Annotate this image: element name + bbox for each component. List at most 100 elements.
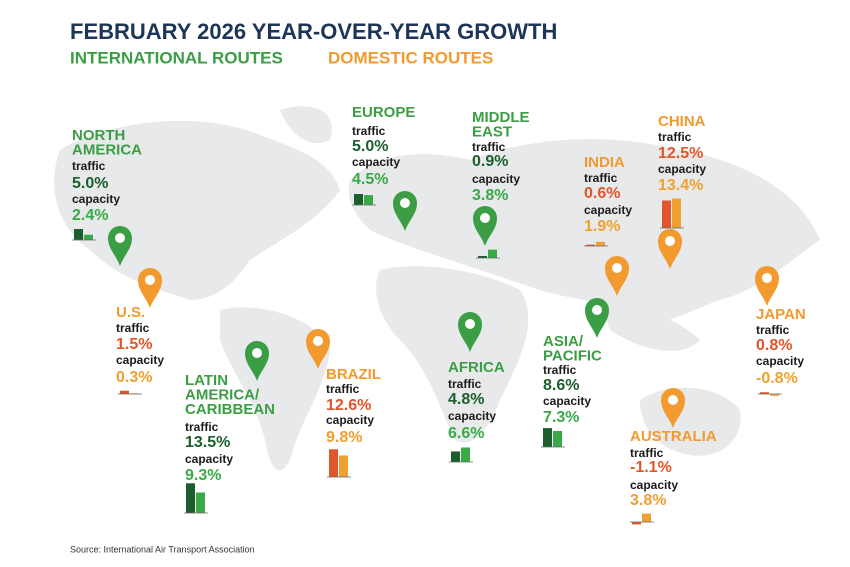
capacity-label: capacity bbox=[543, 394, 591, 408]
pin-hole bbox=[480, 213, 490, 223]
capacity-bar bbox=[84, 234, 93, 240]
region-name: AUSTRALIA bbox=[630, 428, 717, 445]
traffic-bar bbox=[451, 451, 460, 462]
capacity-label: capacity bbox=[72, 192, 120, 206]
traffic-value: 5.0% bbox=[352, 138, 388, 155]
region-name: BRAZIL bbox=[326, 366, 381, 383]
traffic-bar bbox=[760, 392, 769, 394]
location-pin bbox=[393, 191, 417, 231]
traffic-value: 1.5% bbox=[116, 336, 152, 353]
traffic-label: traffic bbox=[756, 323, 790, 337]
pin-hole bbox=[668, 395, 678, 405]
region-name: AMERICA bbox=[72, 141, 142, 158]
traffic-value: 4.8% bbox=[448, 391, 484, 408]
traffic-label: traffic bbox=[658, 130, 692, 144]
traffic-bar bbox=[632, 522, 641, 525]
traffic-label: traffic bbox=[326, 382, 360, 396]
region-name: PACIFIC bbox=[543, 347, 602, 364]
capacity-bar bbox=[596, 241, 605, 246]
region-name: JAPAN bbox=[756, 306, 806, 323]
traffic-bar bbox=[543, 428, 552, 447]
capacity-bar bbox=[488, 249, 497, 258]
capacity-value: 6.6% bbox=[448, 425, 484, 442]
traffic-bar bbox=[74, 229, 83, 240]
location-pin bbox=[306, 329, 330, 369]
capacity-value: -0.8% bbox=[756, 370, 798, 387]
capacity-label: capacity bbox=[326, 413, 374, 427]
region-name: MIDDLE bbox=[472, 109, 530, 126]
region-name: CARIBBEAN bbox=[185, 401, 275, 418]
traffic-value: 0.8% bbox=[756, 337, 792, 354]
traffic-bar bbox=[662, 200, 671, 228]
capacity-value: 9.8% bbox=[326, 429, 362, 446]
pin-hole bbox=[313, 336, 323, 346]
capacity-label: capacity bbox=[584, 203, 632, 217]
capacity-value: 13.4% bbox=[658, 177, 703, 194]
traffic-label: traffic bbox=[352, 124, 386, 138]
pin-hole bbox=[252, 348, 262, 358]
legend-international: INTERNATIONAL ROUTES bbox=[70, 48, 283, 67]
legend-domestic: DOMESTIC ROUTES bbox=[328, 48, 493, 67]
capacity-label: capacity bbox=[352, 155, 400, 169]
region-name: AFRICA bbox=[448, 359, 505, 376]
world-map bbox=[54, 106, 820, 471]
traffic-value: 0.9% bbox=[472, 153, 508, 170]
pin-hole bbox=[762, 273, 772, 283]
capacity-bar bbox=[339, 455, 348, 477]
pin-hole bbox=[400, 198, 410, 208]
location-pin bbox=[661, 388, 685, 428]
pin-hole bbox=[115, 233, 125, 243]
capacity-value: 3.8% bbox=[630, 492, 666, 509]
location-pin bbox=[138, 268, 162, 308]
title: FEBRUARY 2026 YEAR-OVER-YEAR GROWTH bbox=[70, 19, 557, 44]
location-pin bbox=[755, 266, 779, 306]
traffic-label: traffic bbox=[543, 363, 577, 377]
region-name: CHINA bbox=[658, 113, 706, 130]
location-pin bbox=[458, 312, 482, 352]
traffic-label: traffic bbox=[116, 321, 150, 335]
capacity-label: capacity bbox=[185, 452, 233, 466]
traffic-label: traffic bbox=[630, 446, 664, 460]
capacity-value: 1.9% bbox=[584, 218, 620, 235]
capacity-value: 3.8% bbox=[472, 187, 508, 204]
traffic-value: 0.6% bbox=[584, 185, 620, 202]
capacity-bar bbox=[642, 513, 651, 522]
pin-hole bbox=[612, 263, 622, 273]
region-name: EAST bbox=[472, 123, 512, 140]
source: Source: International Air Transport Asso… bbox=[70, 544, 255, 554]
location-pin bbox=[585, 298, 609, 338]
capacity-label: capacity bbox=[658, 162, 706, 176]
region-name: ASIA/ bbox=[543, 333, 584, 350]
pin-hole bbox=[465, 319, 475, 329]
location-pin bbox=[605, 256, 629, 296]
pin-hole bbox=[145, 275, 155, 285]
capacity-bar bbox=[553, 430, 562, 447]
region-name: AMERICA/ bbox=[185, 386, 260, 403]
region-name: NORTH bbox=[72, 127, 125, 144]
region-name: INDIA bbox=[584, 154, 625, 171]
location-pin bbox=[658, 229, 682, 269]
traffic-bar bbox=[186, 483, 195, 513]
location-pin bbox=[108, 226, 132, 266]
traffic-value: 12.5% bbox=[658, 145, 703, 162]
capacity-value: 7.3% bbox=[543, 409, 579, 426]
traffic-bar bbox=[586, 244, 595, 246]
capacity-bar bbox=[364, 195, 373, 205]
traffic-label: traffic bbox=[472, 140, 506, 154]
capacity-bar bbox=[770, 394, 779, 396]
traffic-label: traffic bbox=[448, 377, 482, 391]
capacity-label: capacity bbox=[472, 172, 520, 186]
traffic-bar bbox=[120, 390, 129, 394]
capacity-value: 9.3% bbox=[185, 467, 221, 484]
pin-hole bbox=[592, 305, 602, 315]
capacity-value: 2.4% bbox=[72, 207, 108, 224]
traffic-value: -1.1% bbox=[630, 459, 672, 476]
region-name: U.S. bbox=[116, 304, 145, 321]
capacity-value: 4.5% bbox=[352, 171, 388, 188]
capacity-label: capacity bbox=[630, 478, 678, 492]
location-pin bbox=[473, 206, 497, 246]
capacity-bar bbox=[672, 198, 681, 228]
traffic-value: 5.0% bbox=[72, 175, 108, 192]
traffic-value: 13.5% bbox=[185, 434, 230, 451]
